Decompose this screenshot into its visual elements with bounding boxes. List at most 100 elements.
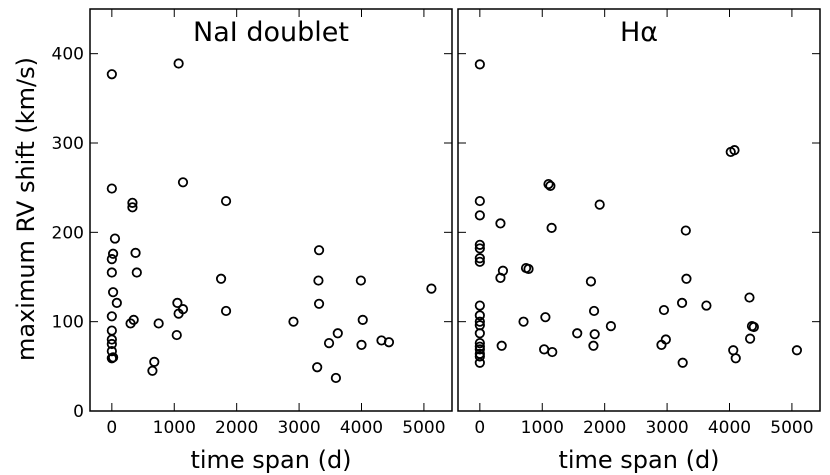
data-point xyxy=(106,254,117,265)
data-point xyxy=(177,304,189,315)
data-point xyxy=(589,329,600,340)
data-point xyxy=(588,305,600,317)
data-point xyxy=(474,195,485,207)
plot-frame-naI xyxy=(89,8,453,412)
data-point xyxy=(172,297,183,309)
data-point xyxy=(474,243,485,254)
data-point xyxy=(149,356,160,367)
data-point xyxy=(545,180,556,191)
data-point xyxy=(497,265,509,276)
data-point xyxy=(572,328,583,339)
data-point xyxy=(313,275,324,286)
data-point xyxy=(313,245,325,256)
data-point xyxy=(330,372,342,384)
data-point xyxy=(109,233,121,244)
x-tick-label: 2000 xyxy=(583,418,626,438)
panel-naI-doublet: NaI doublet 0 1000 2000 3000 4000 5000 0 100 200… xyxy=(12,8,453,474)
data-point xyxy=(540,312,551,323)
data-point xyxy=(474,300,485,311)
x-tick-label: 5000 xyxy=(770,418,813,438)
data-point xyxy=(426,283,437,294)
x-tick-label: 3000 xyxy=(277,418,320,438)
data-point xyxy=(791,345,803,356)
data-point xyxy=(474,310,485,321)
y-tick-label: 100 xyxy=(52,313,84,333)
data-point xyxy=(543,178,554,190)
data-point xyxy=(220,195,232,207)
y-tick-label: 300 xyxy=(52,134,84,154)
data-point xyxy=(474,328,485,339)
data-point xyxy=(474,344,485,355)
data-point xyxy=(106,69,117,80)
data-point xyxy=(153,318,164,329)
data-point xyxy=(730,353,741,364)
data-point xyxy=(107,248,119,259)
markers-halpha xyxy=(474,59,803,368)
data-point xyxy=(128,314,139,325)
data-point xyxy=(130,247,141,258)
y-tick-label: 400 xyxy=(52,45,84,65)
data-point xyxy=(106,267,117,278)
data-point xyxy=(744,292,755,303)
data-point xyxy=(106,338,117,350)
data-point xyxy=(111,297,122,309)
data-point xyxy=(676,297,688,309)
data-point xyxy=(474,256,485,267)
x-tick-label: 4000 xyxy=(708,418,751,438)
data-point xyxy=(323,338,335,349)
data-point xyxy=(356,339,367,350)
data-point xyxy=(546,222,557,233)
y-tick-label: 200 xyxy=(52,223,84,243)
data-point xyxy=(518,316,529,327)
data-point xyxy=(701,300,712,311)
data-point xyxy=(474,210,485,221)
data-point xyxy=(127,202,138,213)
data-point xyxy=(729,145,740,156)
data-point xyxy=(107,287,119,298)
data-point xyxy=(147,365,158,376)
data-point xyxy=(474,59,485,70)
data-point xyxy=(332,328,343,339)
y-tick-label: 0 xyxy=(73,402,84,422)
data-point xyxy=(539,344,550,355)
x-tick-label: 3000 xyxy=(645,418,688,438)
data-point xyxy=(594,199,605,210)
data-point xyxy=(547,346,558,358)
panel-halpha: Hα 0 1000 2000 3000 4000 5000 time span (d) xyxy=(457,8,821,474)
data-point xyxy=(106,325,117,336)
data-point xyxy=(585,276,597,287)
x-tick-label: 4000 xyxy=(340,418,383,438)
data-point xyxy=(106,183,117,194)
data-point xyxy=(312,362,323,373)
data-point xyxy=(131,267,142,278)
data-point xyxy=(658,304,670,316)
panel-title-halpha: Hα xyxy=(620,17,658,48)
x-tick-label: 1000 xyxy=(153,418,196,438)
data-point xyxy=(474,253,485,264)
x-axis-label-halpha: time span (d) xyxy=(558,446,719,474)
y-axis-label: maximum RV shift (km/s) xyxy=(12,57,40,361)
data-point xyxy=(107,352,119,363)
plot-frame-halpha xyxy=(457,8,821,412)
data-point xyxy=(173,58,184,69)
data-point xyxy=(355,275,366,286)
data-point xyxy=(127,197,138,208)
data-point xyxy=(106,311,117,322)
data-point xyxy=(588,340,599,351)
data-point xyxy=(171,329,182,341)
data-point xyxy=(681,273,692,284)
data-point xyxy=(220,305,232,317)
data-point xyxy=(106,346,117,357)
data-point xyxy=(680,225,691,236)
x-tick-label: 0 xyxy=(106,418,117,438)
data-point xyxy=(474,357,485,368)
markers-naI xyxy=(106,58,437,384)
data-point xyxy=(523,263,534,275)
data-point xyxy=(748,321,759,333)
data-point xyxy=(474,338,485,349)
data-point xyxy=(474,239,485,250)
panel-title-naI: NaI doublet xyxy=(193,17,349,48)
data-point xyxy=(177,177,189,188)
ticks-naI: 0 1000 2000 3000 4000 5000 0 100 200 300 400 xyxy=(52,9,452,438)
